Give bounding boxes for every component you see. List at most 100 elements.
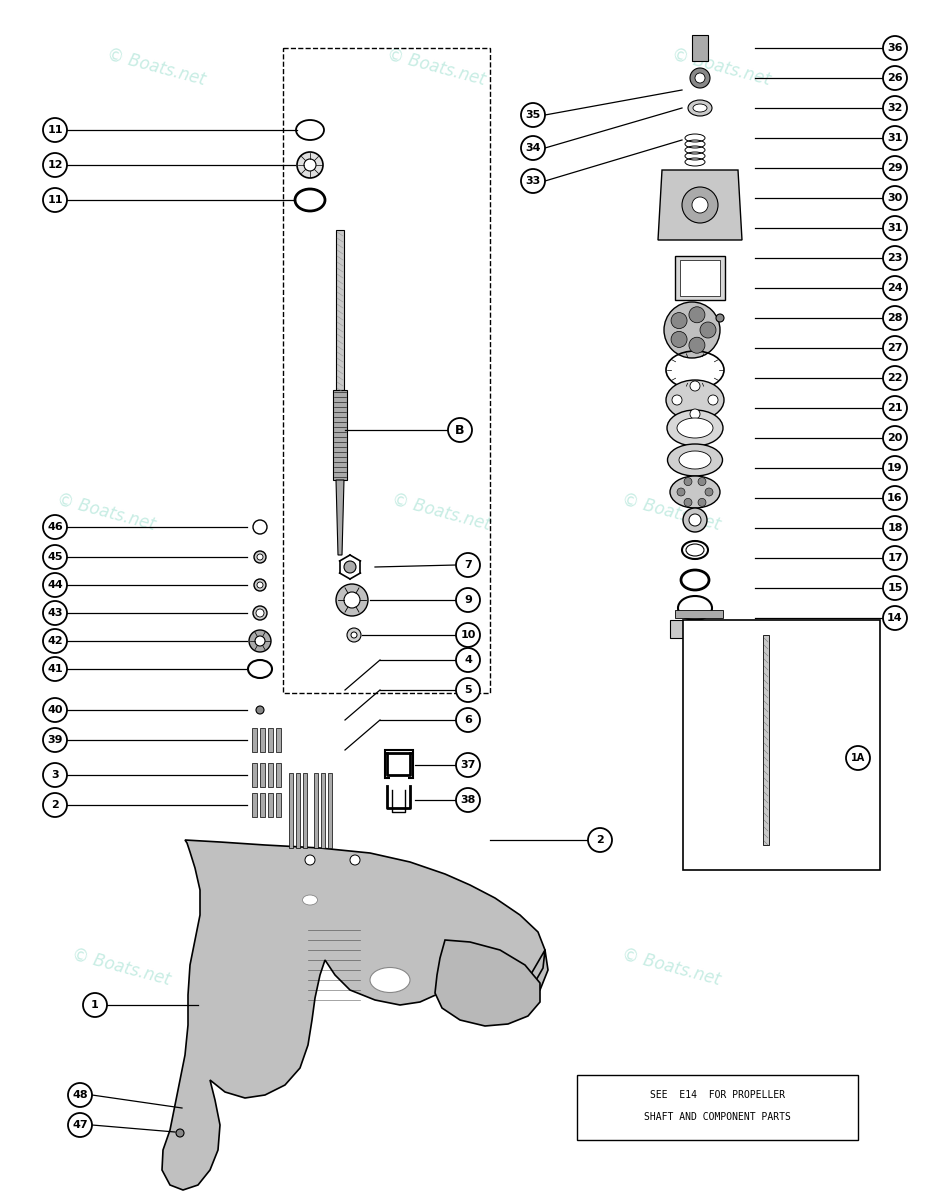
Text: 23: 23: [887, 253, 902, 263]
Circle shape: [690, 382, 700, 391]
Circle shape: [708, 395, 718, 404]
Circle shape: [883, 456, 907, 480]
Text: SHAFT AND COMPONENT PARTS: SHAFT AND COMPONENT PARTS: [644, 1112, 791, 1122]
Circle shape: [255, 636, 265, 646]
Circle shape: [43, 118, 67, 142]
Bar: [314, 773, 318, 848]
Circle shape: [456, 648, 480, 672]
Circle shape: [43, 658, 67, 680]
Circle shape: [43, 629, 67, 653]
Circle shape: [448, 418, 472, 442]
Circle shape: [698, 478, 706, 486]
Text: 9: 9: [464, 595, 472, 605]
Text: B: B: [455, 424, 465, 437]
Circle shape: [43, 793, 67, 817]
Circle shape: [883, 336, 907, 360]
Bar: [260, 763, 265, 787]
Circle shape: [297, 152, 323, 178]
Circle shape: [257, 554, 263, 560]
Bar: [680, 260, 720, 296]
Text: 6: 6: [464, 715, 472, 725]
Text: 33: 33: [525, 176, 540, 186]
Circle shape: [883, 426, 907, 450]
Circle shape: [344, 560, 356, 572]
Circle shape: [456, 623, 480, 647]
Circle shape: [256, 608, 264, 617]
Text: © Boats.net: © Boats.net: [55, 491, 157, 534]
Text: © Boats.net: © Boats.net: [620, 491, 723, 534]
Circle shape: [883, 546, 907, 570]
Circle shape: [43, 763, 67, 787]
Bar: [683, 620, 880, 870]
Circle shape: [883, 576, 907, 600]
Circle shape: [456, 678, 480, 702]
Ellipse shape: [370, 967, 410, 992]
Circle shape: [684, 478, 692, 486]
Text: © Boats.net: © Boats.net: [105, 46, 208, 89]
Bar: [296, 773, 300, 848]
Bar: [276, 728, 281, 752]
Circle shape: [176, 1129, 184, 1138]
Circle shape: [689, 307, 705, 323]
Polygon shape: [675, 610, 723, 618]
Circle shape: [682, 187, 718, 223]
Circle shape: [253, 606, 267, 620]
Circle shape: [883, 396, 907, 420]
Bar: [276, 793, 281, 817]
Bar: [260, 728, 265, 752]
Text: 30: 30: [887, 193, 902, 203]
Bar: [328, 773, 332, 848]
Bar: [289, 773, 293, 848]
Bar: [675, 256, 725, 300]
Text: 16: 16: [887, 493, 903, 503]
Circle shape: [690, 68, 710, 88]
Text: 26: 26: [887, 73, 903, 83]
Circle shape: [521, 169, 545, 193]
Circle shape: [883, 276, 907, 300]
Polygon shape: [658, 170, 742, 240]
Text: 11: 11: [48, 125, 63, 134]
Text: 37: 37: [460, 760, 476, 770]
Circle shape: [350, 854, 360, 865]
Bar: [390, 757, 408, 787]
Text: 3: 3: [51, 770, 59, 780]
Circle shape: [344, 592, 360, 608]
Text: 35: 35: [525, 110, 540, 120]
Circle shape: [671, 331, 687, 348]
Circle shape: [671, 312, 687, 329]
Text: © Boats.net: © Boats.net: [365, 946, 468, 989]
Text: 17: 17: [887, 553, 903, 563]
Ellipse shape: [677, 418, 713, 438]
Circle shape: [456, 588, 480, 612]
Text: 2: 2: [597, 835, 604, 845]
Bar: [321, 773, 325, 848]
Circle shape: [336, 584, 368, 616]
Circle shape: [257, 582, 263, 588]
Bar: [763, 635, 769, 845]
Circle shape: [883, 36, 907, 60]
Circle shape: [521, 103, 545, 127]
Bar: [333, 390, 347, 480]
Ellipse shape: [693, 104, 707, 112]
Text: 46: 46: [47, 522, 63, 532]
Text: © Boats.net: © Boats.net: [670, 46, 772, 89]
Text: 5: 5: [464, 685, 472, 695]
Circle shape: [521, 136, 545, 160]
Circle shape: [883, 126, 907, 150]
Circle shape: [456, 754, 480, 778]
Text: 24: 24: [887, 283, 903, 293]
Polygon shape: [670, 620, 728, 638]
Circle shape: [456, 708, 480, 732]
Circle shape: [83, 994, 107, 1018]
Text: 11: 11: [48, 194, 63, 205]
Text: 29: 29: [887, 163, 903, 173]
Ellipse shape: [667, 410, 723, 446]
Circle shape: [716, 314, 724, 322]
Text: 34: 34: [525, 143, 540, 152]
Circle shape: [883, 306, 907, 330]
Circle shape: [689, 514, 701, 526]
Circle shape: [698, 498, 706, 506]
Circle shape: [883, 516, 907, 540]
Circle shape: [883, 606, 907, 630]
Circle shape: [43, 545, 67, 569]
